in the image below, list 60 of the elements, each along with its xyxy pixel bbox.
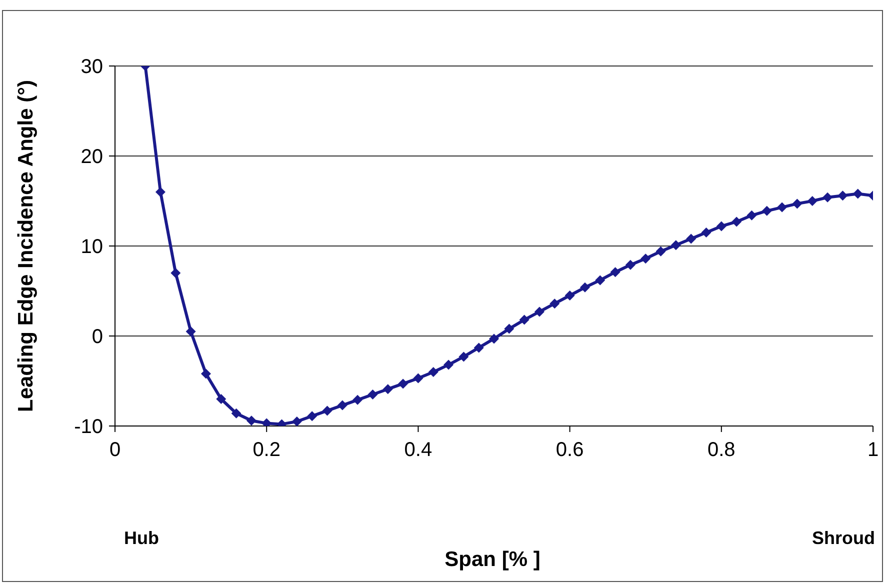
point [519, 314, 530, 325]
point [368, 390, 378, 400]
text: Hub [124, 528, 159, 549]
x-tick-label: 1 [867, 439, 879, 462]
x-tick-label: 0 [109, 439, 121, 462]
point [322, 406, 332, 416]
point [670, 240, 681, 250]
x-tick-label: 0.2 [252, 439, 281, 462]
point [216, 394, 226, 404]
point [458, 352, 469, 362]
point [155, 187, 166, 197]
point [686, 234, 696, 244]
point [292, 416, 302, 426]
point [231, 408, 242, 418]
point [307, 411, 318, 422]
x-tick-label: 0.6 [556, 439, 584, 462]
point [625, 260, 636, 270]
point [610, 267, 620, 278]
text: Shroud [812, 528, 875, 549]
point [656, 246, 666, 256]
y-tick-label: 20 [80, 146, 103, 168]
x-tick-label: 0.4 [404, 439, 432, 462]
point [444, 360, 454, 370]
x-axis-title: Span [% ] [444, 548, 540, 571]
point [489, 334, 499, 344]
point [504, 324, 514, 334]
point [246, 416, 256, 426]
point [746, 210, 757, 220]
point [852, 188, 863, 199]
point [762, 206, 772, 216]
point [534, 306, 544, 317]
point [170, 268, 181, 278]
point [186, 326, 196, 336]
point [550, 298, 560, 309]
point [398, 378, 408, 389]
point [200, 368, 211, 379]
point [428, 367, 438, 377]
point [838, 190, 848, 201]
point [792, 198, 802, 209]
y-tick-label: 10 [80, 236, 103, 258]
point [732, 216, 742, 227]
point [716, 221, 726, 232]
point [382, 384, 393, 394]
point [777, 202, 788, 212]
point [580, 282, 590, 292]
point [807, 196, 818, 206]
point [701, 228, 712, 238]
x-tick-label: 0.8 [707, 439, 736, 462]
y-tick-label: 30 [80, 56, 103, 78]
point [822, 192, 833, 202]
y-axis-title: Leading Edge Incidence Angle (°) [14, 80, 38, 412]
y-tick-label: -10 [74, 416, 103, 438]
point [352, 394, 363, 405]
y-tick-label: 0 [92, 326, 103, 348]
point [640, 254, 651, 264]
point [474, 342, 484, 353]
point [413, 373, 424, 384]
point [337, 400, 348, 410]
point [564, 290, 575, 300]
point [595, 275, 606, 286]
